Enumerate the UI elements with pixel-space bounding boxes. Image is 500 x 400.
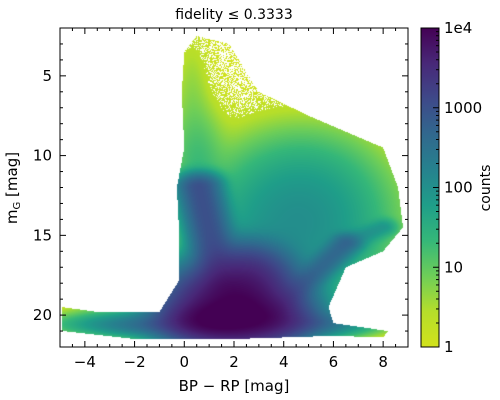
density-heatmap — [60, 28, 408, 347]
colorbar-ticks: 1 10 100 1000 1e4 — [433, 19, 482, 356]
y-axis-ticks: 5 10 15 20 — [33, 27, 408, 348]
colorbar-label: counts — [478, 165, 494, 212]
colorbar-tick-label: 1 — [444, 338, 454, 356]
x-tick-label: 6 — [329, 353, 339, 371]
x-tick-label: 8 — [378, 353, 388, 371]
x-tick-label: 2 — [229, 353, 239, 371]
colorbar-tick-label: 10 — [444, 258, 463, 276]
x-tick-label: 4 — [279, 353, 289, 371]
x-axis-ticks: −4 −2 0 2 4 6 8 — [59, 28, 409, 371]
y-tick-label: 20 — [33, 306, 52, 324]
y-tick-label: 5 — [42, 67, 52, 85]
x-tick-label: −4 — [74, 353, 96, 371]
x-tick-label: −2 — [124, 353, 146, 371]
colorbar-tick-label: 100 — [444, 179, 473, 197]
x-axis-label: BP − RP [mag] — [179, 377, 290, 395]
y-axis-label-subscript: G — [12, 202, 23, 210]
x-tick-label: 0 — [180, 353, 190, 371]
chart-title: fidelity ≤ 0.3333 — [175, 7, 293, 23]
y-tick-label: 15 — [33, 226, 52, 244]
y-axis-label: mG [mag] — [3, 152, 23, 224]
y-tick-label: 10 — [33, 147, 52, 165]
colorbar-tick-label: 1000 — [444, 99, 482, 117]
colorbar-tick-label: 1e4 — [444, 19, 472, 37]
y-axis-label-unit: [mag] — [3, 152, 21, 202]
y-axis-label-main: m — [3, 209, 21, 224]
